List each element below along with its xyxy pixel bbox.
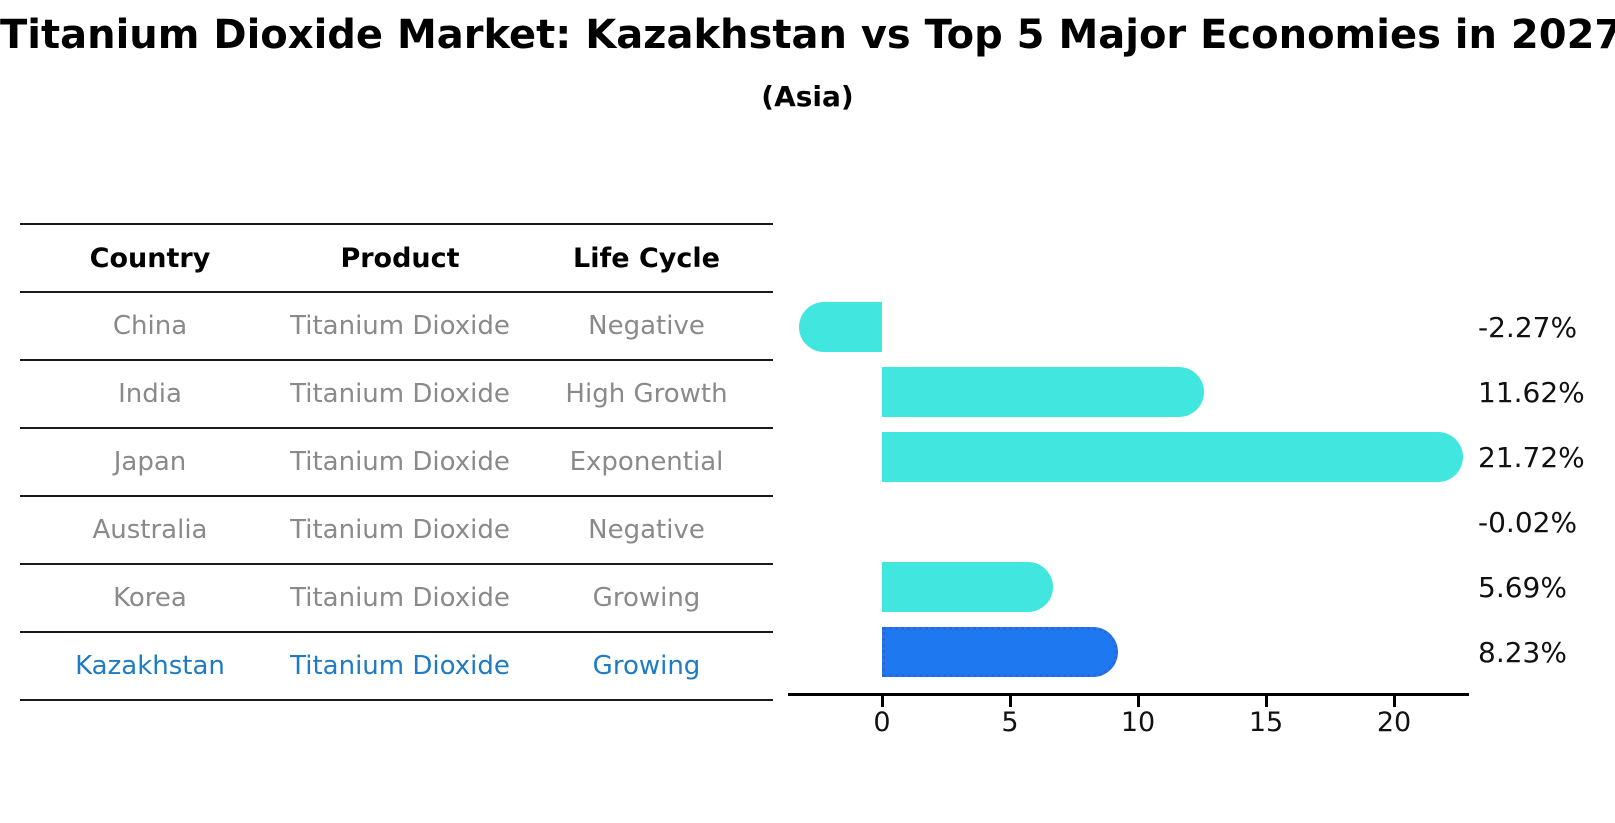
x-tick-mark xyxy=(1265,696,1268,707)
x-tick-label: 5 xyxy=(1001,707,1019,738)
bar-korea xyxy=(882,562,1053,612)
cell-country: Kazakhstan xyxy=(75,651,225,681)
table-row: China Titanium Dioxide Negative xyxy=(20,291,773,359)
cell-life-cycle: Negative xyxy=(588,311,705,341)
cell-country: Japan xyxy=(113,447,187,477)
bar-value-label: 8.23% xyxy=(1478,635,1567,669)
x-tick-label: 0 xyxy=(873,707,891,738)
x-tick-label: 15 xyxy=(1248,707,1284,738)
bar-value-label: 5.69% xyxy=(1478,570,1567,604)
x-axis-line xyxy=(788,693,1469,696)
bar-japan xyxy=(882,432,1464,482)
bar-value-label: 21.72% xyxy=(1478,440,1585,474)
cell-life-cycle: Growing xyxy=(592,583,701,613)
x-tick-label: 20 xyxy=(1376,707,1412,738)
table-row: India Titanium Dioxide High Growth xyxy=(20,359,773,427)
cell-country: Korea xyxy=(113,583,187,613)
cell-product: Titanium Dioxide xyxy=(290,651,510,681)
table-row: Japan Titanium Dioxide Exponential xyxy=(20,427,773,495)
column-header-life-cycle: Life Cycle xyxy=(573,242,720,274)
country-table: Country Product Life Cycle China Titanium… xyxy=(20,223,773,701)
cell-product: Titanium Dioxide xyxy=(290,515,510,545)
column-header-product: Product xyxy=(340,242,460,274)
x-tick-mark xyxy=(881,696,884,707)
cell-life-cycle: Growing xyxy=(592,651,701,681)
cell-country: China xyxy=(112,311,188,341)
table-row: Kazakhstan Titanium Dioxide Growing xyxy=(20,631,773,699)
cell-country: Australia xyxy=(92,515,208,545)
page-title: Titanium Dioxide Market: Kazakhstan vs T… xyxy=(0,12,1615,58)
cell-product: Titanium Dioxide xyxy=(290,379,510,409)
column-header-country: Country xyxy=(89,242,211,274)
table-row: Australia Titanium Dioxide Negative xyxy=(20,495,773,563)
table-body: China Titanium Dioxide Negative India Titani… xyxy=(20,291,773,699)
table-row: Korea Titanium Dioxide Growing xyxy=(20,563,773,631)
cell-life-cycle: High Growth xyxy=(565,379,728,409)
x-tick-label: 10 xyxy=(1120,707,1156,738)
bar-kazakhstan xyxy=(882,627,1118,677)
cell-product: Titanium Dioxide xyxy=(290,447,510,477)
cell-life-cycle: Exponential xyxy=(569,447,724,477)
page-subtitle: (Asia) xyxy=(761,80,854,113)
cell-country: India xyxy=(118,379,182,409)
cell-life-cycle: Negative xyxy=(588,515,705,545)
table-header-row: Country Product Life Cycle xyxy=(20,223,773,291)
bar-india xyxy=(882,367,1205,417)
cell-product: Titanium Dioxide xyxy=(290,583,510,613)
bar-value-label: 11.62% xyxy=(1478,375,1585,409)
cell-product: Titanium Dioxide xyxy=(290,311,510,341)
bar-china xyxy=(798,302,882,352)
x-tick-mark xyxy=(1009,696,1012,707)
x-tick-mark xyxy=(1137,696,1140,707)
bar-value-label: -0.02% xyxy=(1478,505,1578,539)
x-tick-mark xyxy=(1393,696,1396,707)
bar-value-label: -2.27% xyxy=(1478,310,1578,344)
